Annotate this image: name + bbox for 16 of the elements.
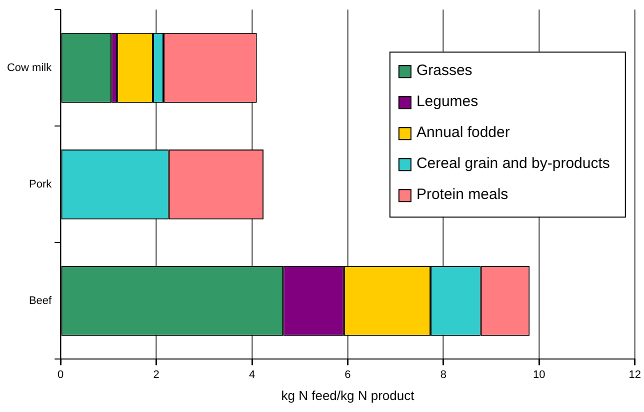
y-tick-label: Pork [28, 178, 52, 190]
y-tick-label: Cow milk [6, 62, 52, 74]
y-tick-label: Beef [28, 294, 53, 307]
legend-label: Legumes [416, 93, 478, 110]
legend-label: Protein meals [416, 186, 508, 204]
x-axis-title: kg N feed/kg N product [281, 388, 415, 403]
legend-label: Annual fodder [416, 124, 510, 142]
x-tick-label: 8 [440, 368, 447, 381]
x-tick-label: 6 [344, 368, 351, 381]
x-tick-label: 12 [628, 368, 642, 381]
x-tick-label: 0 [58, 368, 64, 381]
legend-label: Grasses [416, 62, 472, 80]
x-tick-label: 10 [533, 368, 546, 381]
x-tick-label: 2 [153, 368, 160, 381]
legend-label: Cereal grain and by-products [416, 155, 610, 172]
x-tick-label: 4 [248, 368, 256, 381]
